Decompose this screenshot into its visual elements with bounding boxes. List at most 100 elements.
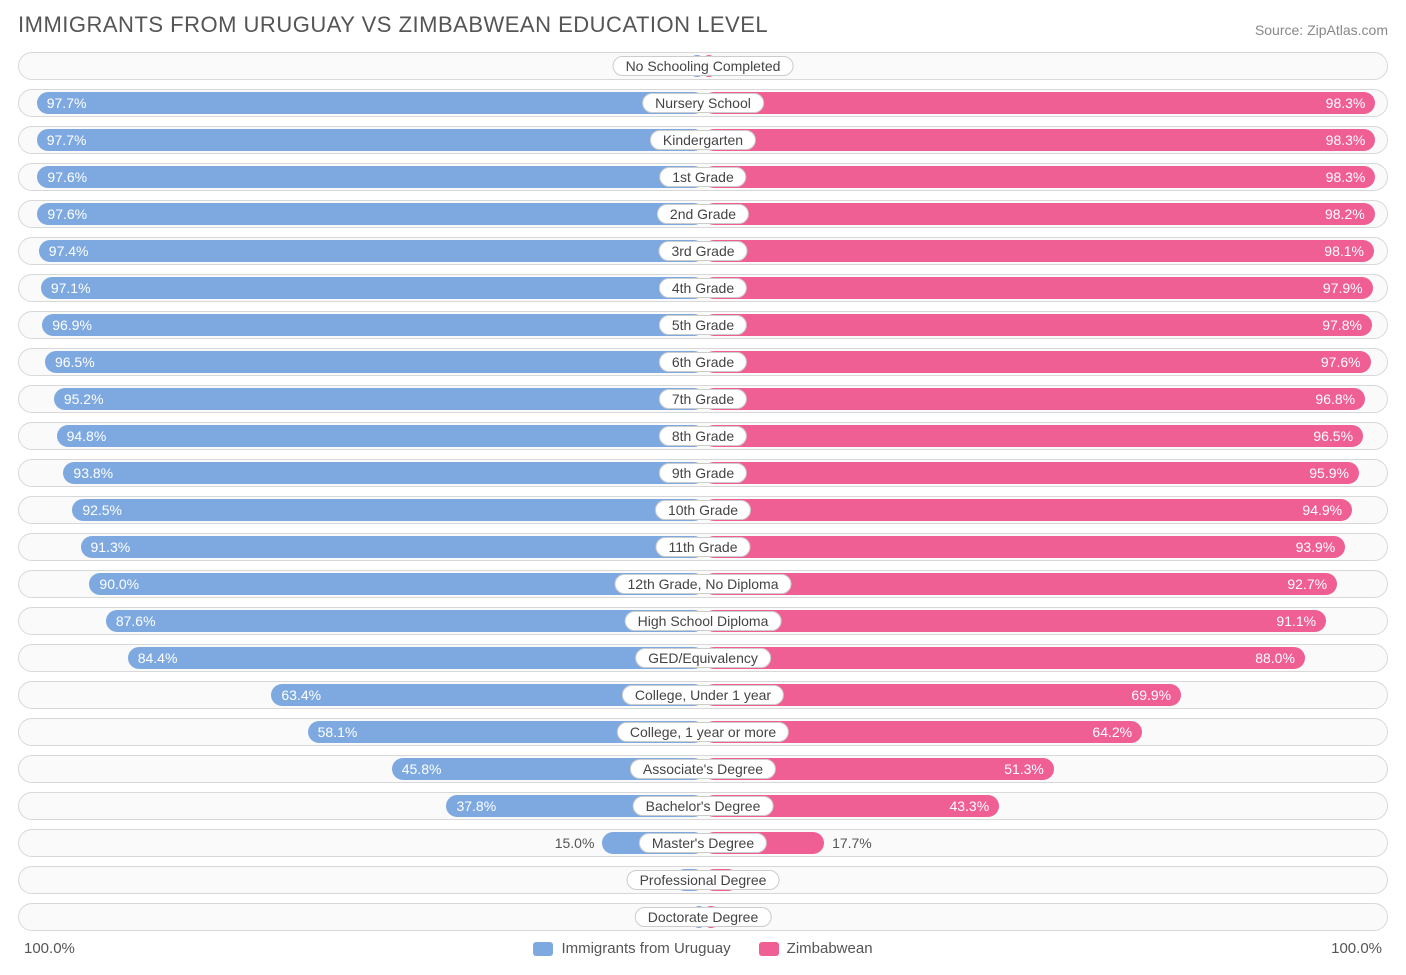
bar-right-value: 98.2% bbox=[1325, 206, 1365, 222]
bar-right: 95.9% bbox=[703, 462, 1359, 484]
bar-left: 97.6% bbox=[37, 203, 705, 225]
bar-left-value: 94.8% bbox=[67, 428, 107, 444]
bar-right-value: 96.5% bbox=[1313, 428, 1353, 444]
category-label: College, 1 year or more bbox=[617, 722, 789, 742]
bar-right-value: 69.9% bbox=[1131, 687, 1171, 703]
bar-right: 98.3% bbox=[703, 166, 1375, 188]
chart-row: 90.0%92.7%12th Grade, No Diploma bbox=[18, 570, 1388, 598]
category-label: Kindergarten bbox=[650, 130, 756, 150]
legend: Immigrants from Uruguay Zimbabwean bbox=[75, 940, 1331, 957]
bar-right-value: 98.1% bbox=[1324, 243, 1364, 259]
bar-left: 97.4% bbox=[39, 240, 705, 262]
chart-row: 94.8% 96.5% 8th Grade bbox=[18, 422, 1388, 450]
bar-right-value: 97.6% bbox=[1321, 354, 1361, 370]
bar-left: 95.2% bbox=[54, 388, 705, 410]
bar-left: 97.1% bbox=[41, 277, 705, 299]
bar-right-value: 64.2% bbox=[1092, 724, 1132, 740]
category-label: 4th Grade bbox=[659, 278, 747, 298]
axis-max-right: 100.0% bbox=[1331, 940, 1382, 957]
source-label: Source: bbox=[1255, 22, 1303, 38]
bar-right: 88.0% bbox=[703, 647, 1305, 669]
bar-right-value: 95.9% bbox=[1309, 465, 1349, 481]
chart-rows: 2.3%1.7%No Schooling Completed 97.7% 98.3%… bbox=[18, 52, 1388, 931]
chart-row: 97.6% 98.3% 1st Grade bbox=[18, 163, 1388, 191]
bar-left: 87.6% bbox=[106, 610, 705, 632]
chart-row: 97.7% 98.3%Kindergarten bbox=[18, 126, 1388, 154]
category-label: 2nd Grade bbox=[657, 204, 749, 224]
bar-right: 96.8% bbox=[703, 388, 1365, 410]
bar-right: 96.5% bbox=[703, 425, 1363, 447]
bar-right: 98.1% bbox=[703, 240, 1374, 262]
bar-left: 97.7% bbox=[37, 129, 705, 151]
category-label: 11th Grade bbox=[655, 537, 750, 557]
chart-row: 97.4%98.1%3rd Grade bbox=[18, 237, 1388, 265]
category-label: Master's Degree bbox=[639, 833, 767, 853]
bar-left-value: 92.5% bbox=[82, 502, 122, 518]
axis-max-left: 100.0% bbox=[24, 940, 75, 957]
bar-right-value: 98.3% bbox=[1326, 169, 1366, 185]
chart-row: 96.5%97.6%6th Grade bbox=[18, 348, 1388, 376]
category-label: 6th Grade bbox=[659, 352, 747, 372]
bar-left: 94.8% bbox=[57, 425, 705, 447]
bar-left-value: 97.7% bbox=[47, 132, 87, 148]
bar-right-value: 94.9% bbox=[1302, 502, 1342, 518]
chart-row: 92.5% 94.9% 10th Grade bbox=[18, 496, 1388, 524]
category-label: 8th Grade bbox=[659, 426, 747, 446]
chart-row: 97.1% 97.9% 4th Grade bbox=[18, 274, 1388, 302]
chart-row: 2.3%1.7%No Schooling Completed bbox=[18, 52, 1388, 80]
bar-left: 90.0% bbox=[89, 573, 705, 595]
category-label: Associate's Degree bbox=[630, 759, 776, 779]
bar-right-value: 88.0% bbox=[1255, 650, 1295, 666]
bar-left: 92.5% bbox=[72, 499, 705, 521]
legend-item-right: Zimbabwean bbox=[759, 940, 873, 957]
bar-right: 98.3% bbox=[703, 129, 1375, 151]
bar-right: 91.1% bbox=[703, 610, 1326, 632]
bar-left-value: 97.1% bbox=[51, 280, 91, 296]
category-label: 1st Grade bbox=[659, 167, 746, 187]
bar-left-value: 97.6% bbox=[47, 169, 87, 185]
bar-left: 84.4% bbox=[128, 647, 705, 669]
category-label: Doctorate Degree bbox=[635, 907, 772, 927]
bar-right: 94.9% bbox=[703, 499, 1352, 521]
bar-left-value: 97.6% bbox=[47, 206, 87, 222]
bar-right: 98.2% bbox=[703, 203, 1375, 225]
bar-left-value: 97.4% bbox=[49, 243, 89, 259]
bar-right-value: 93.9% bbox=[1296, 539, 1336, 555]
legend-swatch-right bbox=[759, 942, 779, 956]
chart-row: 97.6% 98.2% 2nd Grade bbox=[18, 200, 1388, 228]
bar-right-value: 98.3% bbox=[1326, 95, 1366, 111]
category-label: 10th Grade bbox=[655, 500, 751, 520]
bar-left-value: 58.1% bbox=[318, 724, 358, 740]
chart-row: 87.6%91.1%High School Diploma bbox=[18, 607, 1388, 635]
bar-left-value: 63.4% bbox=[281, 687, 321, 703]
bar-right-value: 91.1% bbox=[1276, 613, 1316, 629]
chart-row: 15.0%17.7%Master's Degree bbox=[18, 829, 1388, 857]
chart-source: Source: ZipAtlas.com bbox=[1255, 22, 1388, 38]
bar-left: 96.9% bbox=[42, 314, 705, 336]
chart-row: 93.8%95.9%9th Grade bbox=[18, 459, 1388, 487]
chart-header: IMMIGRANTS FROM URUGUAY VS ZIMBABWEAN ED… bbox=[18, 12, 1388, 38]
bar-right-value: 96.8% bbox=[1315, 391, 1355, 407]
chart-row: 91.3%93.9%11th Grade bbox=[18, 533, 1388, 561]
bar-left-value: 15.0% bbox=[555, 835, 603, 851]
bar-right: 97.8% bbox=[703, 314, 1372, 336]
chart-row: 58.1% 64.2% College, 1 year or more bbox=[18, 718, 1388, 746]
bar-right: 92.7% bbox=[703, 573, 1337, 595]
bar-right-value: 97.9% bbox=[1323, 280, 1363, 296]
legend-label-right: Zimbabwean bbox=[787, 940, 873, 957]
bar-left-value: 37.8% bbox=[456, 798, 496, 814]
legend-label-left: Immigrants from Uruguay bbox=[561, 940, 730, 957]
bar-left-value: 87.6% bbox=[116, 613, 156, 629]
source-name: ZipAtlas.com bbox=[1307, 22, 1388, 38]
bar-left: 97.7% bbox=[37, 92, 705, 114]
chart-row: 1.7%2.3%Doctorate Degree bbox=[18, 903, 1388, 931]
chart-row: 97.7%98.3%Nursery School bbox=[18, 89, 1388, 117]
chart-row: 84.4%88.0%GED/Equivalency bbox=[18, 644, 1388, 672]
legend-item-left: Immigrants from Uruguay bbox=[533, 940, 730, 957]
bar-left: 97.6% bbox=[37, 166, 705, 188]
category-label: 5th Grade bbox=[659, 315, 747, 335]
chart-footer: 100.0% Immigrants from Uruguay Zimbabwea… bbox=[18, 940, 1388, 957]
bar-left: 93.8% bbox=[63, 462, 705, 484]
bar-right: 97.9% bbox=[703, 277, 1373, 299]
category-label: 7th Grade bbox=[659, 389, 747, 409]
